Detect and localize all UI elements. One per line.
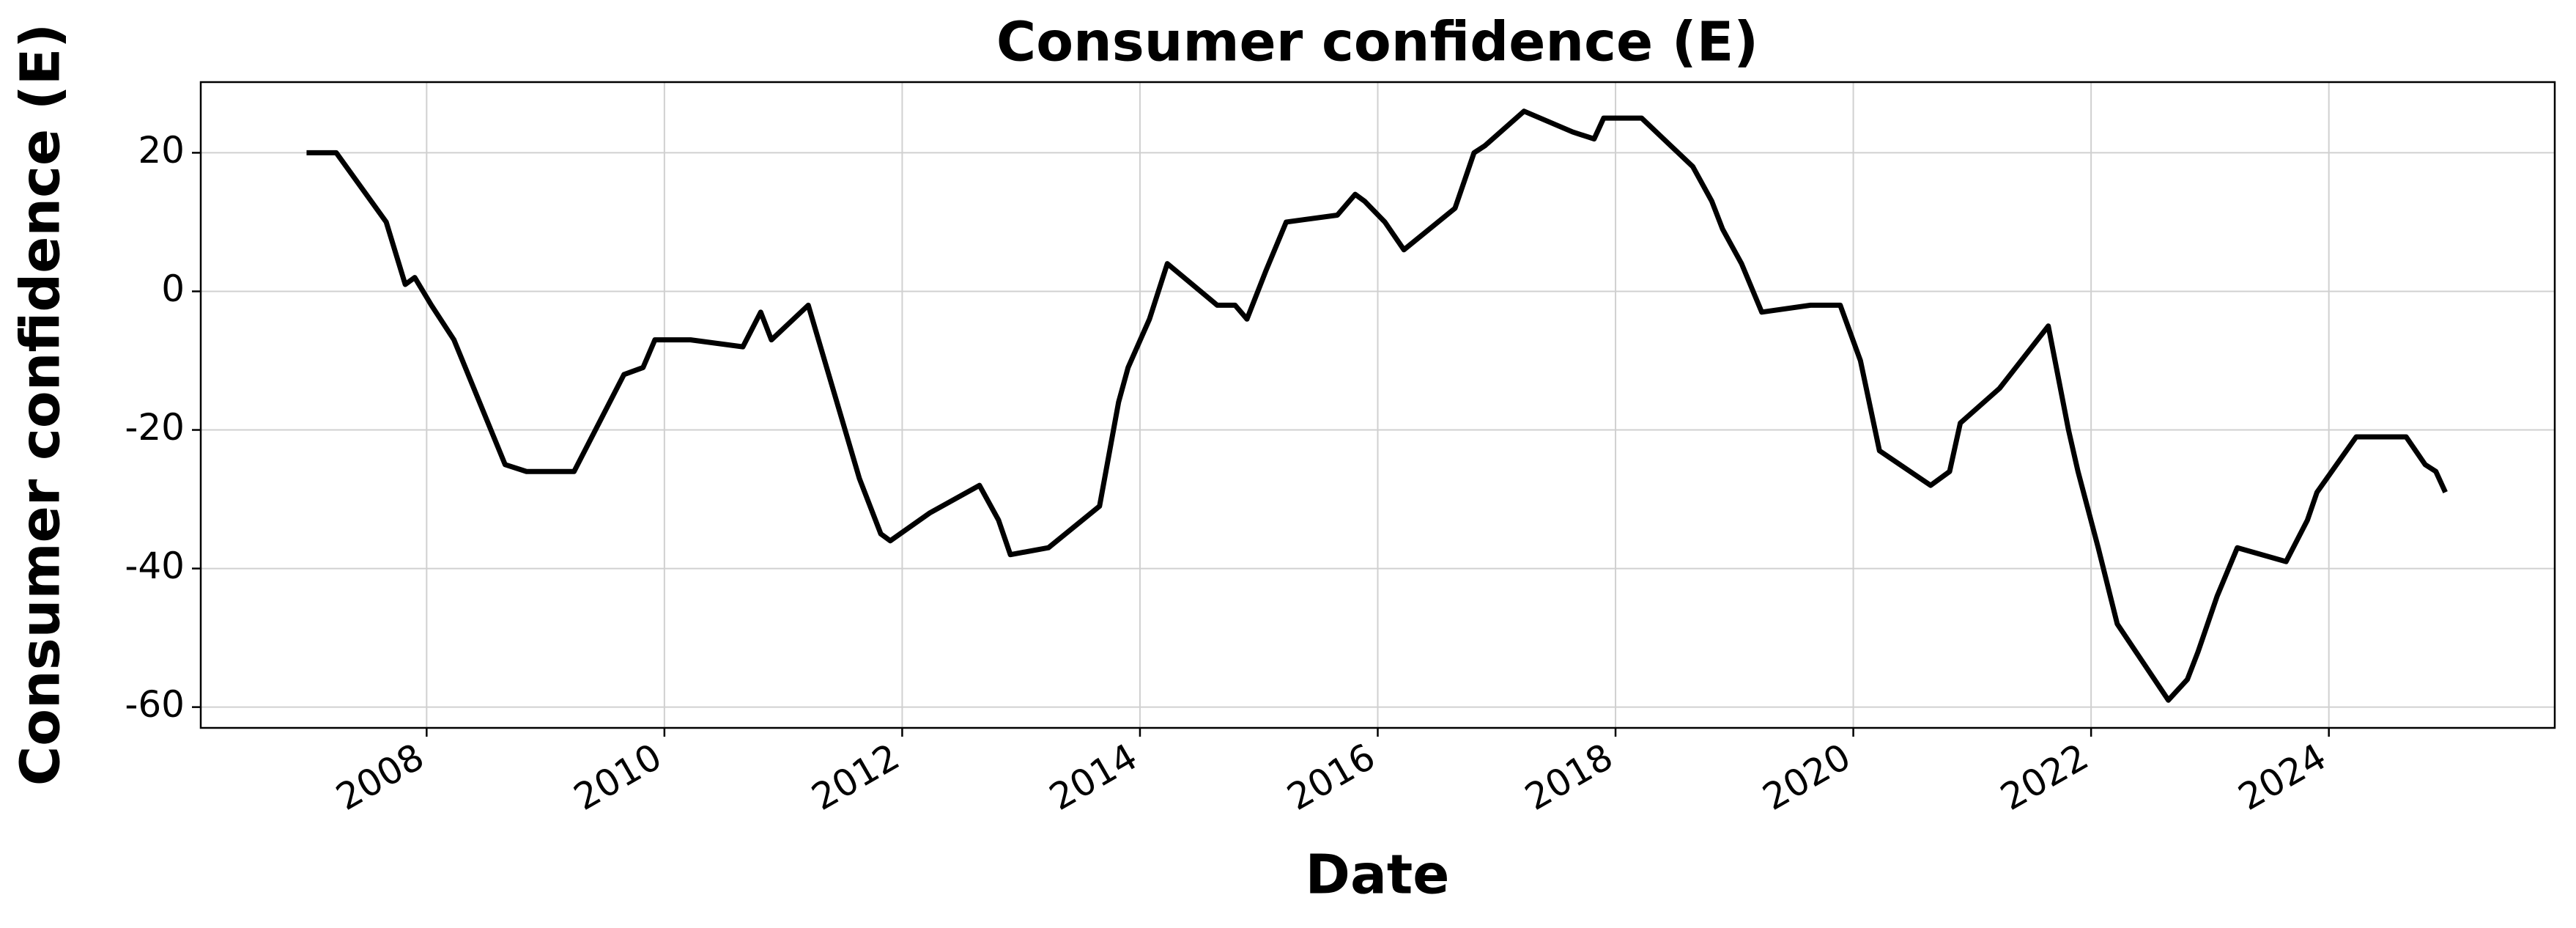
x-tick-label: 2008	[329, 735, 431, 819]
x-tick-label: 2024	[2231, 735, 2333, 819]
y-tick-label: -60	[125, 683, 185, 726]
x-tick-label: 2022	[1994, 735, 2095, 819]
x-tick-label: 2018	[1518, 735, 1620, 819]
y-tick-label: 0	[161, 268, 185, 310]
x-tick-label: 2010	[567, 735, 669, 819]
x-axis-label: Date	[1306, 844, 1450, 907]
x-tick-label: 2020	[1755, 735, 1857, 819]
y-tick-label: -40	[125, 545, 185, 587]
data-line	[306, 108, 2448, 703]
x-tick-label: 2012	[804, 735, 906, 819]
y-tick-label: -20	[125, 406, 185, 449]
y-axis-label: Consumer confidence (E)	[10, 23, 73, 786]
y-tick-label: 20	[138, 129, 185, 172]
plot-frame	[199, 81, 2556, 729]
x-tick-label: 2016	[1280, 735, 1382, 819]
chart-title: Consumer confidence (E)	[996, 11, 1758, 74]
x-tick-label: 2014	[1043, 735, 1144, 819]
